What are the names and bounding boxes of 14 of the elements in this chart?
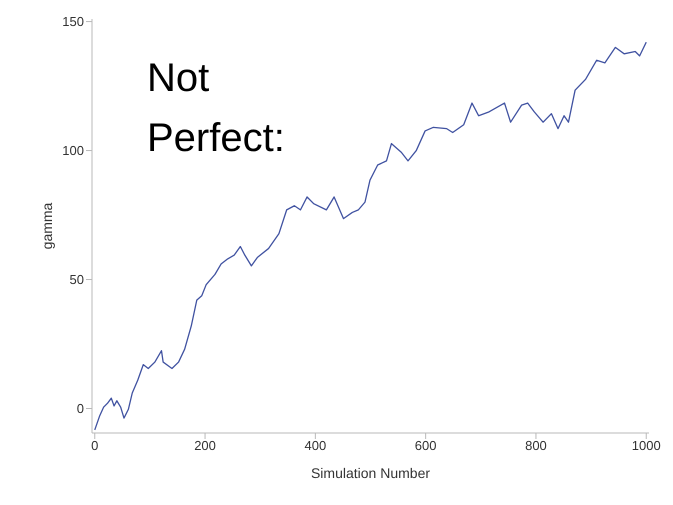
line-series bbox=[94, 42, 647, 431]
y-tick-label: 150 bbox=[62, 14, 84, 30]
x-tick-label: 400 bbox=[304, 438, 326, 454]
y-tick-label: 50 bbox=[70, 272, 84, 288]
x-axis-title: Simulation Number bbox=[310, 465, 430, 481]
y-axis-title: gamma bbox=[38, 202, 55, 250]
y-tick-label: 0 bbox=[76, 401, 84, 416]
x-tick-label: 600 bbox=[414, 438, 436, 454]
x-tick-label: 1000 bbox=[632, 438, 661, 454]
x-tick-label: 200 bbox=[194, 438, 216, 454]
x-tick-label: 800 bbox=[525, 438, 547, 454]
x-tick-label: 0 bbox=[91, 438, 98, 454]
annotation: Not Perfect: bbox=[147, 55, 285, 162]
y-tick-label: 100 bbox=[62, 143, 84, 158]
